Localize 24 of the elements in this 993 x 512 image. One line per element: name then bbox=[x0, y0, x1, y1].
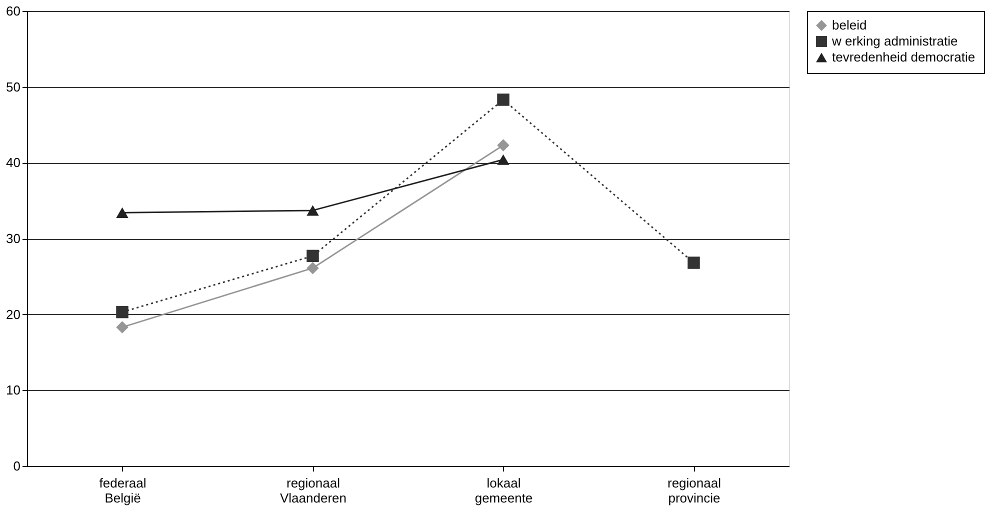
point bbox=[306, 262, 319, 274]
point bbox=[688, 256, 700, 269]
x-tick-label: regionaal provincie bbox=[668, 476, 722, 506]
point bbox=[497, 154, 510, 165]
point bbox=[497, 139, 510, 152]
point bbox=[306, 205, 319, 216]
x-tick-label: regionaal Vlaanderen bbox=[280, 476, 346, 506]
point bbox=[116, 321, 128, 334]
y-tick-label: 50 bbox=[6, 79, 20, 94]
y-tick-label: 0 bbox=[13, 458, 20, 474]
y-tick-label: 40 bbox=[6, 155, 20, 170]
point bbox=[116, 207, 128, 218]
point bbox=[306, 250, 319, 262]
x-tick-label: lokaal gemeente bbox=[474, 476, 533, 506]
point bbox=[116, 306, 128, 318]
y-tick-label: 30 bbox=[6, 231, 20, 246]
legend-label: tevredenheid democratie bbox=[832, 50, 976, 64]
y-tick-label: 60 bbox=[6, 4, 20, 18]
point bbox=[497, 94, 510, 106]
legend-label: beleid bbox=[832, 18, 867, 32]
y-tick-label: 10 bbox=[6, 382, 20, 398]
legend-label: w erking administratie bbox=[831, 34, 958, 48]
x-tick-label: federaal België bbox=[99, 476, 146, 506]
y-tick-label: 20 bbox=[6, 306, 20, 322]
